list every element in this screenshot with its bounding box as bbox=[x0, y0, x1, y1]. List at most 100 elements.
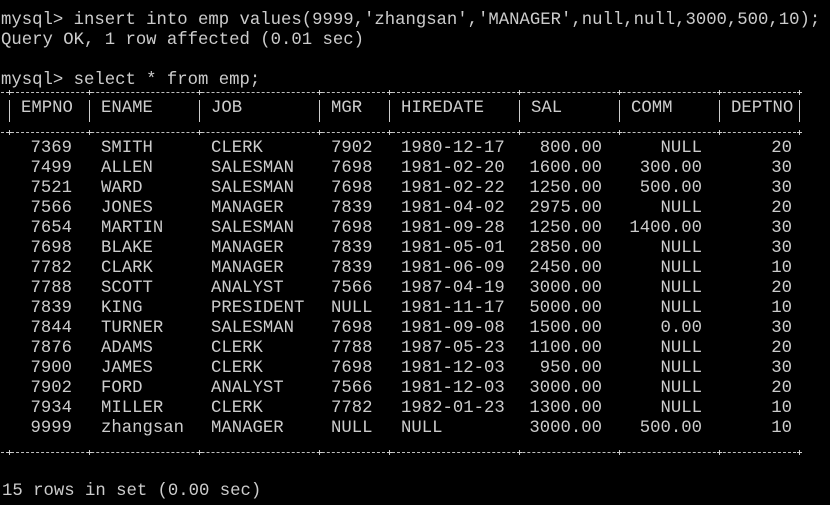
cell-job: CLERK bbox=[211, 359, 263, 378]
cell-sal: 1300.00 bbox=[529, 399, 602, 418]
cell-deptno: 20 bbox=[771, 379, 792, 398]
table-corner-marker bbox=[7, 450, 12, 455]
table-column-separator bbox=[89, 100, 90, 122]
cell-job: SALESMAN bbox=[211, 179, 294, 198]
table-corner-marker bbox=[517, 130, 522, 135]
cell-empno: 7499 bbox=[30, 159, 72, 178]
header-ename: ENAME bbox=[101, 99, 153, 118]
header-sal: SAL bbox=[531, 99, 563, 118]
cell-deptno: 30 bbox=[771, 179, 792, 198]
cell-mgr: 7566 bbox=[331, 279, 373, 298]
cell-mgr: 7698 bbox=[331, 219, 373, 238]
cell-sal: 2450.00 bbox=[529, 259, 602, 278]
cell-comm: NULL bbox=[660, 259, 702, 278]
cell-job: CLERK bbox=[211, 139, 263, 158]
table-corner-marker bbox=[717, 130, 722, 135]
cell-mgr: NULL bbox=[331, 299, 373, 318]
cell-empno: 7566 bbox=[30, 199, 72, 218]
cell-ename: WARD bbox=[101, 179, 143, 198]
cell-job: PRESIDENT bbox=[211, 299, 305, 318]
table-corner-marker bbox=[517, 90, 522, 95]
table-row: 7934 MILLER CLERK 7782 1982-01-23 1300.00 NULL… bbox=[1, 399, 801, 419]
table-corner-marker bbox=[797, 130, 802, 135]
cell-deptno: 30 bbox=[771, 359, 792, 378]
header-hiredate: HIREDATE bbox=[401, 99, 484, 118]
cell-mgr: 7788 bbox=[331, 339, 373, 358]
cell-job: SALESMAN bbox=[211, 319, 294, 338]
result-footer: 15 rows in set (0.00 sec) bbox=[2, 482, 262, 501]
cell-sal: 3000.00 bbox=[529, 379, 602, 398]
cell-ename: MILLER bbox=[101, 399, 164, 418]
cell-sal: 1250.00 bbox=[529, 219, 602, 238]
cell-comm: 0.00 bbox=[660, 319, 702, 338]
table-corner-marker bbox=[317, 90, 322, 95]
table-column-separator bbox=[389, 100, 390, 122]
table-row: 7902 FORD ANALYST 7566 1981-12-03 3000.00 NULL… bbox=[1, 379, 801, 399]
cell-job: ANALYST bbox=[211, 379, 284, 398]
table-column-separator bbox=[519, 100, 520, 122]
table-corner-marker bbox=[387, 90, 392, 95]
cell-ename: ALLEN bbox=[101, 159, 153, 178]
table-header-row: EMPNO ENAME JOB MGR HIREDATE SAL COMM DE… bbox=[1, 99, 801, 119]
table-corner-marker bbox=[387, 130, 392, 135]
table-corner-marker bbox=[717, 450, 722, 455]
terminal-window[interactable]: mysql> insert into emp values(9999,'zhan… bbox=[1, 11, 829, 505]
cell-deptno: 20 bbox=[771, 339, 792, 358]
table-corner-marker bbox=[717, 90, 722, 95]
cell-ename: ADAMS bbox=[101, 339, 153, 358]
cell-ename: FORD bbox=[101, 379, 143, 398]
cell-job: ANALYST bbox=[211, 279, 284, 298]
cell-job: MANAGER bbox=[211, 259, 284, 278]
cell-mgr: 7839 bbox=[331, 239, 373, 258]
table-corner-marker bbox=[197, 130, 202, 135]
table-corner-marker bbox=[87, 90, 92, 95]
cell-hiredate: 1980-12-17 bbox=[401, 139, 505, 158]
cell-comm: 300.00 bbox=[639, 159, 702, 178]
cell-ename: BLAKE bbox=[101, 239, 153, 258]
table-corner-marker bbox=[7, 130, 12, 135]
cell-mgr: 7698 bbox=[331, 319, 373, 338]
table-row: 7839 KING PRESIDENT NULL 1981-11-17 5000.00 NU… bbox=[1, 299, 801, 319]
table-corner-marker bbox=[387, 450, 392, 455]
table-corner-marker bbox=[797, 90, 802, 95]
cell-sal: 2975.00 bbox=[529, 199, 602, 218]
cell-empno: 7876 bbox=[30, 339, 72, 358]
insert-result-line: Query OK, 1 row affected (0.01 sec) bbox=[1, 31, 364, 50]
cell-deptno: 30 bbox=[771, 159, 792, 178]
cell-deptno: 30 bbox=[771, 239, 792, 258]
cell-deptno: 30 bbox=[771, 319, 792, 338]
cell-deptno: 10 bbox=[771, 299, 792, 318]
cell-empno: 7902 bbox=[30, 379, 72, 398]
cell-hiredate: 1981-06-09 bbox=[401, 259, 505, 278]
cell-comm: NULL bbox=[660, 139, 702, 158]
cell-mgr: 7698 bbox=[331, 159, 373, 178]
cell-empno: 7844 bbox=[30, 319, 72, 338]
cell-hiredate: NULL bbox=[401, 419, 443, 438]
cell-comm: 1400.00 bbox=[629, 219, 702, 238]
table-row: 7654 MARTIN SALESMAN 7698 1981-09-28 1250.00 1… bbox=[1, 219, 801, 239]
cell-comm: NULL bbox=[660, 379, 702, 398]
table-row: 7698 BLAKE MANAGER 7839 1981-05-01 2850.00 NUL… bbox=[1, 239, 801, 259]
cell-empno: 7788 bbox=[30, 279, 72, 298]
table-corner-marker bbox=[617, 130, 622, 135]
table-column-separator bbox=[319, 100, 320, 122]
cell-ename: JAMES bbox=[101, 359, 153, 378]
table-column-separator bbox=[9, 100, 10, 122]
table-corner-marker bbox=[617, 450, 622, 455]
cell-deptno: 10 bbox=[771, 259, 792, 278]
cell-sal: 3000.00 bbox=[529, 279, 602, 298]
cell-mgr: 7839 bbox=[331, 259, 373, 278]
cell-deptno: 20 bbox=[771, 139, 792, 158]
cell-empno: 9999 bbox=[30, 419, 72, 438]
table-corner-marker bbox=[617, 90, 622, 95]
cell-hiredate: 1987-05-23 bbox=[401, 339, 505, 358]
cell-deptno: 20 bbox=[771, 199, 792, 218]
cell-ename: SCOTT bbox=[101, 279, 153, 298]
table-corner-marker bbox=[317, 450, 322, 455]
cell-ename: SMITH bbox=[101, 139, 153, 158]
cell-sal: 2850.00 bbox=[529, 239, 602, 258]
table-column-separator bbox=[619, 100, 620, 122]
cell-sal: 1100.00 bbox=[529, 339, 602, 358]
cell-ename: MARTIN bbox=[101, 219, 164, 238]
cell-job: MANAGER bbox=[211, 419, 284, 438]
